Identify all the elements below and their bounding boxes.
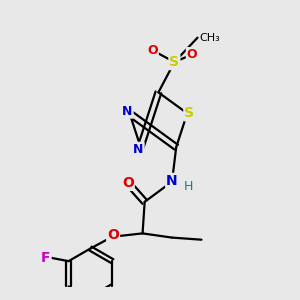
Text: N: N	[133, 143, 144, 156]
Text: O: O	[107, 228, 119, 242]
Text: N: N	[166, 174, 178, 188]
Text: O: O	[187, 48, 197, 61]
Text: F: F	[41, 251, 51, 265]
Text: O: O	[147, 44, 158, 57]
Text: N: N	[122, 105, 133, 118]
Text: CH₃: CH₃	[200, 33, 220, 43]
Text: H: H	[183, 180, 193, 193]
Text: S: S	[184, 106, 194, 120]
Text: S: S	[169, 55, 179, 69]
Text: O: O	[122, 176, 134, 190]
